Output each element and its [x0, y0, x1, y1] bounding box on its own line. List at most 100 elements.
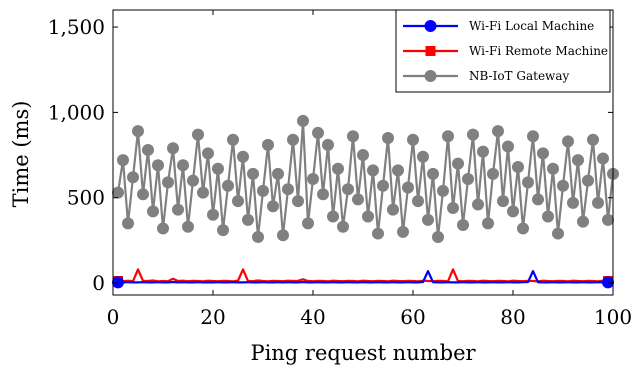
data-point	[267, 200, 279, 213]
data-point	[417, 150, 429, 163]
data-point	[312, 126, 324, 139]
data-point	[457, 219, 469, 232]
data-point	[372, 227, 384, 240]
data-point	[287, 133, 299, 146]
data-point	[542, 210, 554, 223]
data-point	[477, 145, 489, 158]
data-point	[182, 220, 194, 233]
series-line	[118, 270, 614, 284]
data-point	[402, 181, 414, 194]
data-point	[507, 205, 519, 218]
series-0	[112, 270, 614, 289]
legend-label: Wi-Fi Local Machine	[469, 19, 594, 33]
data-point	[212, 162, 224, 175]
data-point	[122, 217, 134, 230]
data-point	[557, 179, 569, 192]
data-point	[587, 133, 599, 146]
data-point	[187, 174, 199, 187]
data-point	[442, 130, 454, 143]
data-point	[112, 186, 124, 199]
data-point	[352, 193, 364, 206]
data-point	[407, 133, 419, 146]
data-point	[367, 164, 379, 177]
x-tick-label: 60	[400, 305, 425, 329]
axis-ticks: 0 20 40 60 80 100 0 500 1,000 1,500	[48, 10, 631, 329]
data-point	[197, 186, 209, 199]
data-point	[247, 167, 259, 180]
data-point	[202, 147, 214, 160]
data-point	[482, 217, 494, 230]
y-tick-label: 500	[67, 186, 105, 210]
data-point	[467, 128, 479, 141]
data-point	[582, 174, 594, 187]
x-tick-label: 80	[500, 305, 525, 329]
data-point	[397, 225, 409, 238]
data-point	[137, 188, 149, 201]
data-point	[437, 184, 449, 197]
data-point	[347, 130, 359, 143]
data-point	[412, 195, 424, 208]
data-point	[577, 215, 589, 228]
data-point	[162, 176, 174, 189]
data-point	[337, 220, 349, 233]
x-tick-label: 20	[200, 305, 225, 329]
data-point	[427, 167, 439, 180]
data-layer	[112, 114, 619, 289]
data-point	[297, 114, 309, 127]
data-point	[332, 162, 344, 175]
series-line	[116, 119, 615, 239]
data-point	[602, 276, 614, 289]
legend-label: Wi-Fi Remote Machine	[469, 44, 608, 58]
data-point	[157, 222, 169, 235]
legend-swatch-marker	[424, 20, 437, 32]
legend-swatch-marker	[424, 70, 437, 82]
data-point	[562, 135, 574, 148]
x-tick-label: 0	[107, 305, 120, 329]
data-point	[262, 138, 274, 151]
data-point	[362, 210, 374, 223]
data-point	[572, 154, 584, 167]
data-point	[357, 149, 369, 162]
data-point	[217, 224, 229, 237]
series-2	[112, 114, 619, 243]
data-point	[117, 154, 129, 167]
data-point	[242, 213, 254, 226]
x-tick-label: 100	[594, 305, 631, 329]
data-point	[432, 230, 444, 243]
data-point	[112, 276, 124, 289]
data-point	[377, 179, 389, 192]
y-tick-label: 1,500	[48, 15, 105, 39]
legend-label: NB-IoT Gateway	[469, 69, 569, 83]
data-point	[517, 222, 529, 235]
data-point	[532, 193, 544, 206]
data-point	[282, 183, 294, 196]
data-point	[387, 203, 399, 216]
data-point	[152, 159, 164, 172]
data-point	[492, 125, 504, 138]
data-point	[497, 195, 509, 208]
data-point	[317, 188, 329, 201]
data-point	[552, 227, 564, 240]
data-point	[452, 157, 464, 170]
y-tick-label: 0	[92, 271, 105, 295]
data-point	[382, 131, 394, 144]
x-tick-label: 40	[300, 305, 325, 329]
data-point	[502, 140, 514, 153]
data-point	[222, 179, 234, 192]
data-point	[527, 130, 539, 143]
data-point	[142, 143, 154, 156]
data-point	[487, 167, 499, 180]
x-axis-title: Ping request number	[250, 341, 476, 365]
data-point	[252, 230, 264, 243]
data-point	[272, 167, 284, 180]
data-point	[567, 196, 579, 209]
legend-swatch-marker	[425, 46, 436, 56]
series-line	[117, 268, 614, 283]
data-point	[597, 152, 609, 165]
data-point	[512, 161, 524, 174]
data-point	[172, 203, 184, 216]
data-point	[232, 195, 244, 208]
plot-frame	[112, 9, 614, 296]
y-tick-label: 1,000	[48, 100, 105, 124]
data-point	[177, 159, 189, 172]
